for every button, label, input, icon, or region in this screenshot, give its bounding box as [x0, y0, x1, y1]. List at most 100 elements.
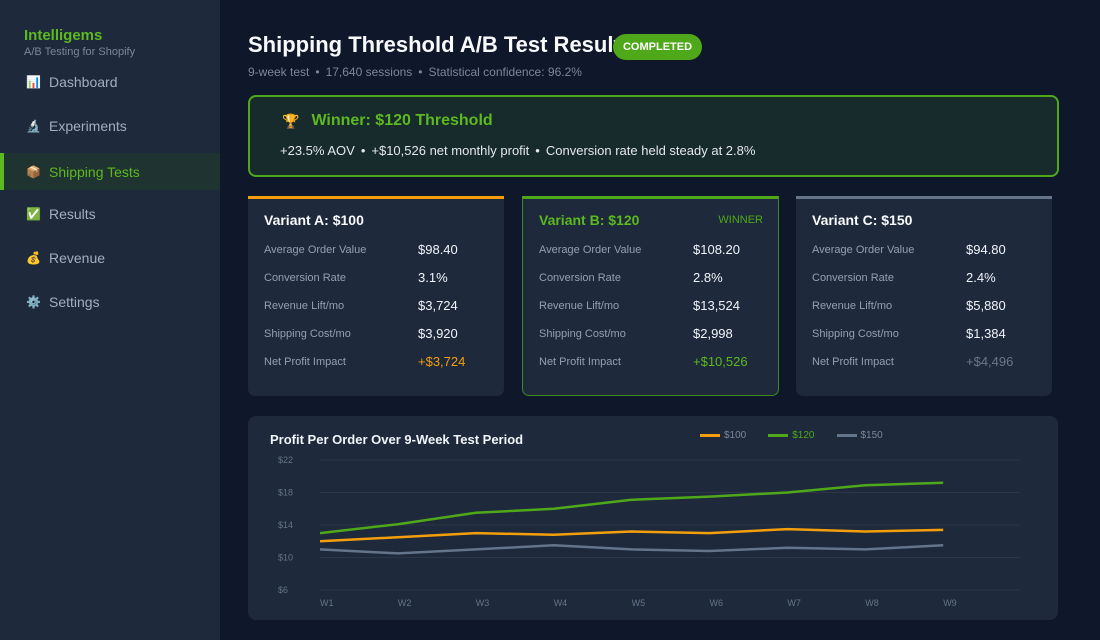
legend-swatch [700, 434, 720, 437]
profit-line-chart: $22 $18 $14 $10 $6 W1 W2 W3 W4 W5 W6 W7 W8 W9 [278, 455, 1020, 608]
sidebar-item-shipping-tests[interactable]: 📦 Shipping Tests [0, 153, 220, 190]
metric-row: Average Order Value $108.20 [539, 242, 769, 260]
metric-label: Average Order Value [264, 244, 367, 256]
sidebar-item-label: Experiments [49, 117, 127, 134]
y-tick-label: $22 [278, 455, 293, 465]
separator-dot: • [535, 143, 540, 158]
sidebar: Intelligems A/B Testing for Shopify 📊 Das… [0, 0, 220, 640]
metric-value: $1,384 [966, 326, 1006, 341]
variant-card-b[interactable]: Variant B: $120 WINNER Average Order Val… [522, 196, 779, 396]
metric-label: Shipping Cost/mo [264, 328, 351, 340]
legend-label: $150 [860, 430, 883, 441]
variant-card-c[interactable]: Variant C: $150 Average Order Value $94.8… [796, 196, 1052, 396]
profit-chart-card: $22 $18 $14 $10 $6 W1 W2 W3 W4 W5 W6 W7 W8 W9 Profit … [248, 416, 1058, 620]
separator-dot: • [315, 65, 320, 79]
sidebar-item-revenue[interactable]: 💰 Revenue [0, 239, 220, 276]
metric-label: Net Profit Impact [539, 356, 621, 368]
winner-title: Winner: $120 Threshold [311, 112, 493, 129]
page-title: Shipping Threshold A/B Test Results [248, 32, 616, 57]
metric-row: Net Profit Impact +$3,724 [264, 354, 494, 372]
x-tick-label: W7 [787, 598, 801, 608]
metric-value: $2,998 [693, 326, 733, 341]
bar-chart-icon: 📊 [26, 74, 41, 89]
y-tick-label: $18 [278, 488, 293, 498]
x-tick-label: W5 [632, 598, 646, 608]
package-icon: 📦 [26, 164, 41, 179]
variant-title: Variant A: $100 [264, 212, 364, 228]
metric-label: Net Profit Impact [812, 356, 894, 368]
metric-row: Revenue Lift/mo $3,724 [264, 298, 494, 316]
y-tick-label: $14 [278, 520, 293, 530]
winner-tag: WINNER [718, 214, 763, 226]
session-count: 17,640 sessions [325, 65, 413, 79]
sidebar-item-experiments[interactable]: 🔬 Experiments [0, 107, 220, 144]
y-tick-label: $10 [278, 553, 293, 563]
separator-dot: • [360, 143, 366, 158]
sidebar-item-label: Results [49, 205, 96, 222]
metric-row: Conversion Rate 3.1% [264, 270, 494, 288]
legend-swatch [768, 434, 789, 437]
title-row: Shipping Threshold A/B Test Results COMP… [248, 32, 1058, 60]
metric-label: Conversion Rate [264, 272, 346, 284]
separator-dot: • [418, 65, 423, 79]
brand-name: Intelligems [24, 27, 103, 44]
legend-swatch [836, 434, 857, 437]
winner-profit: +$10,526 net monthly profit [371, 143, 530, 158]
money-bag-icon: 💰 [26, 250, 41, 265]
series-line-120 [319, 481, 944, 535]
metric-row: Shipping Cost/mo $1,384 [812, 326, 1042, 344]
confidence: Statistical confidence: 96.2% [428, 65, 582, 79]
variant-title: Variant C: $150 [812, 212, 913, 228]
metric-label: Average Order Value [812, 244, 915, 256]
metric-row: Conversion Rate 2.8% [539, 270, 769, 288]
metric-row: Average Order Value $94.80 [812, 242, 1042, 260]
legend-label: $120 [792, 430, 815, 441]
sidebar-item-results[interactable]: ✅ Results [0, 195, 220, 232]
metric-row: Conversion Rate 2.4% [812, 270, 1042, 288]
chart-legend: $100 $120 $150 [700, 430, 905, 441]
metric-row: Shipping Cost/mo $3,920 [264, 326, 494, 344]
metric-label: Revenue Lift/mo [539, 300, 620, 312]
x-tick-label: W2 [398, 598, 412, 608]
legend-label: $100 [724, 430, 747, 441]
winner-aov: +23.5% AOV [280, 143, 355, 158]
variant-card-a[interactable]: Variant A: $100 Average Order Value $98.4… [248, 196, 504, 396]
x-tick-label: W6 [710, 598, 724, 608]
x-tick-label: W8 [865, 598, 879, 608]
sidebar-item-label: Settings [49, 293, 100, 310]
winner-banner: 🏆 Winner: $120 Threshold +23.5% AOV • +$10… [248, 95, 1059, 177]
sidebar-item-label: Dashboard [49, 73, 118, 90]
winner-title-row: 🏆 Winner: $120 Threshold [282, 112, 493, 130]
metric-label: Conversion Rate [539, 272, 621, 284]
check-box-icon: ✅ [26, 206, 41, 221]
sidebar-item-settings[interactable]: ⚙️ Settings [0, 283, 220, 320]
metric-value: $13,524 [693, 298, 740, 313]
metric-value: $3,724 [418, 298, 458, 313]
series-line-100 [319, 527, 944, 543]
variant-cards: Variant A: $100 Average Order Value $98.4… [248, 196, 1058, 396]
y-tick-label: $6 [278, 585, 288, 595]
metric-row: Average Order Value $98.40 [264, 242, 494, 260]
metric-label: Net Profit Impact [264, 356, 346, 368]
metric-label: Conversion Rate [812, 272, 894, 284]
x-tick-label: W1 [320, 598, 334, 608]
metric-row: Shipping Cost/mo $2,998 [539, 326, 769, 344]
metric-label: Revenue Lift/mo [812, 300, 893, 312]
legend-item: $120 [768, 430, 815, 441]
test-duration: 9-week test [248, 65, 310, 79]
sidebar-item-dashboard[interactable]: 📊 Dashboard [0, 63, 220, 100]
winner-details: +23.5% AOV • +$10,526 net monthly profit • C… [280, 143, 755, 158]
gear-icon: ⚙️ [26, 294, 41, 309]
metric-label: Shipping Cost/mo [539, 328, 626, 340]
metric-value: $98.40 [418, 242, 458, 257]
sidebar-item-label: Shipping Tests [49, 163, 140, 180]
metric-value: $5,880 [966, 298, 1006, 313]
metric-label: Shipping Cost/mo [812, 328, 899, 340]
metric-row: Net Profit Impact +$10,526 [539, 354, 769, 372]
metric-row: Revenue Lift/mo $13,524 [539, 298, 769, 316]
series-line-150 [319, 544, 944, 555]
sidebar-item-label: Revenue [49, 249, 106, 266]
brand: Intelligems A/B Testing for Shopify [24, 27, 135, 58]
metric-value: +$4,496 [966, 354, 1014, 369]
metric-value: 3.1% [418, 270, 448, 285]
